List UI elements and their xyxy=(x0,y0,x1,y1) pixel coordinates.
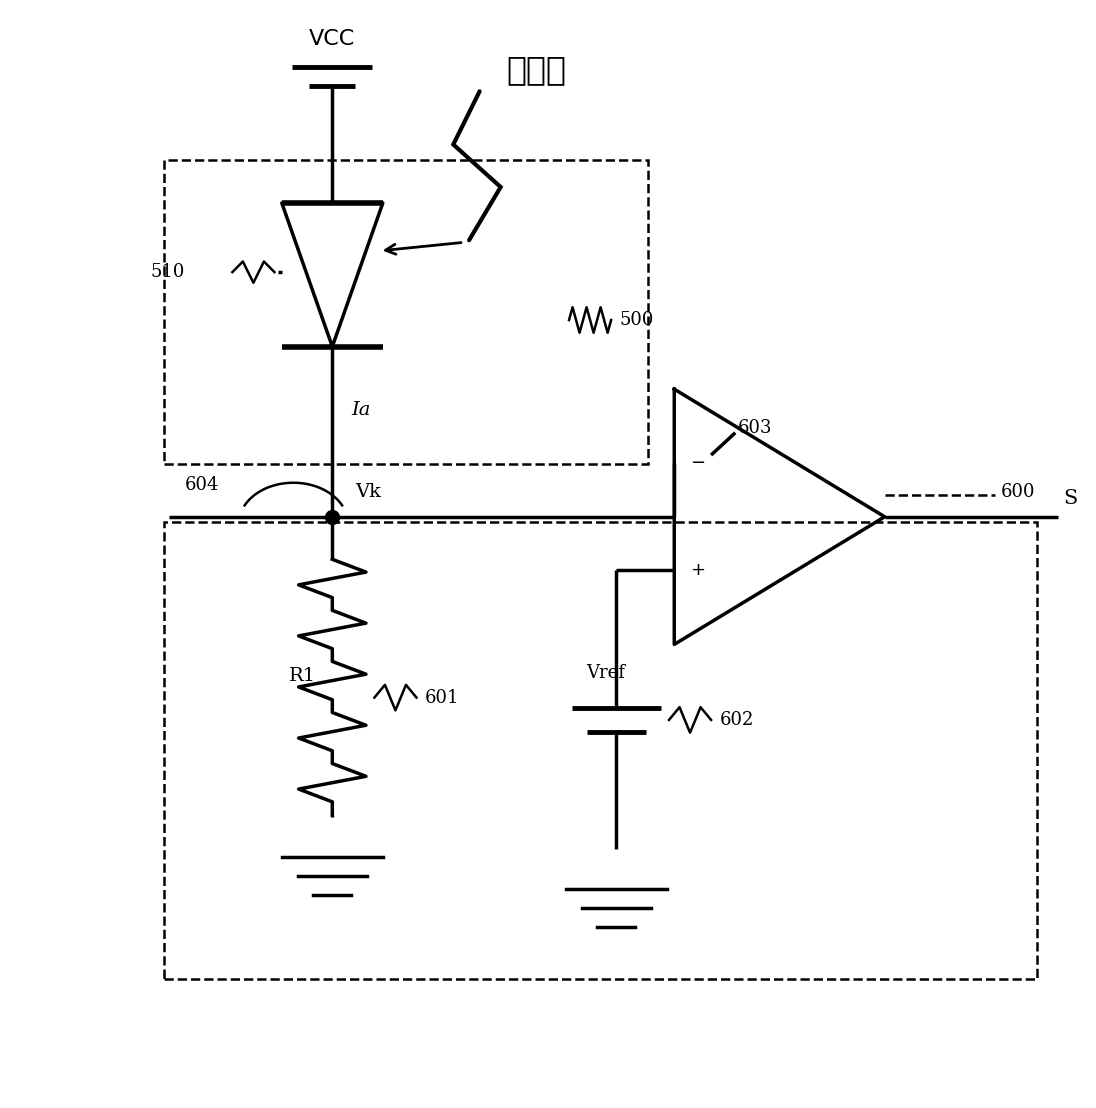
Text: 600: 600 xyxy=(1001,483,1035,501)
Text: Vref: Vref xyxy=(586,664,626,681)
Text: 外来光: 外来光 xyxy=(506,53,566,86)
Text: +: + xyxy=(689,562,705,579)
Bar xyxy=(164,522,1037,979)
Text: 604: 604 xyxy=(185,475,219,494)
Text: VCC: VCC xyxy=(309,29,355,49)
Text: S: S xyxy=(1063,490,1077,509)
Text: R1: R1 xyxy=(289,667,317,686)
Text: 602: 602 xyxy=(719,711,754,729)
Text: Ia: Ia xyxy=(351,401,370,420)
Bar xyxy=(164,161,648,463)
Text: −: − xyxy=(689,454,705,472)
Text: 510: 510 xyxy=(150,263,185,281)
Text: 603: 603 xyxy=(738,420,772,438)
Text: 500: 500 xyxy=(619,311,654,329)
Text: 601: 601 xyxy=(425,688,459,707)
Text: Vk: Vk xyxy=(355,483,381,501)
